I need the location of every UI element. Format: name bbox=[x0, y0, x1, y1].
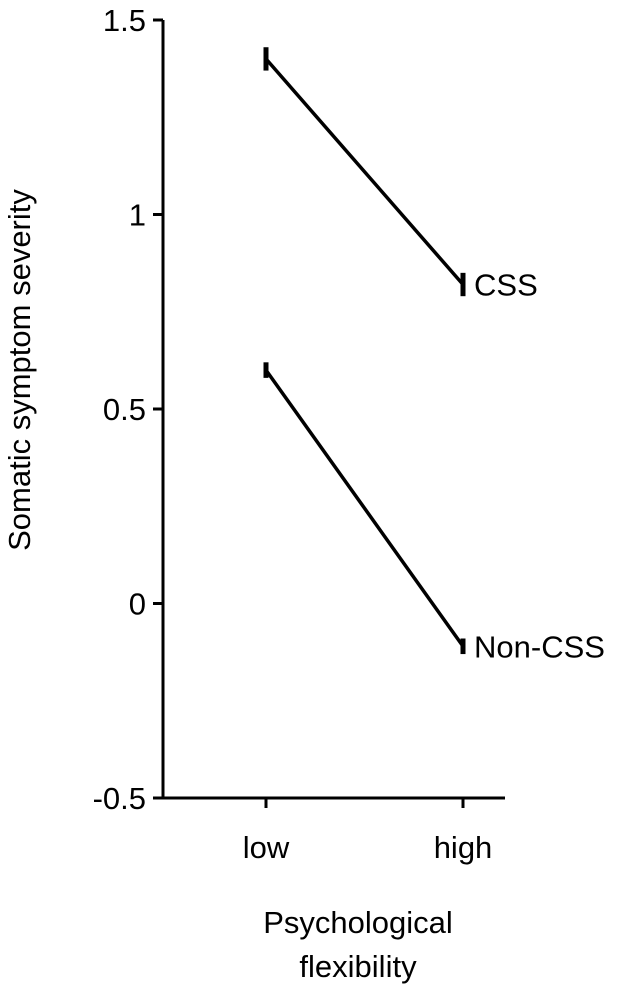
x-axis-label-line-1: Psychological bbox=[263, 905, 453, 940]
y-tick-label: 1 bbox=[129, 198, 146, 233]
x-tick-label: high bbox=[434, 830, 493, 865]
y-tick-label: 1.5 bbox=[103, 3, 146, 38]
series-label-non-css: Non-CSS bbox=[474, 629, 605, 664]
y-tick-label: -0.5 bbox=[93, 781, 146, 816]
series-label-css: CSS bbox=[474, 268, 538, 303]
y-axis-ticks: 1.5 1 0.5 0 -0.5 bbox=[93, 3, 163, 816]
y-tick-label: 0 bbox=[129, 587, 146, 622]
series-line-non-css bbox=[264, 369, 465, 648]
x-axis-ticks: low high bbox=[243, 798, 493, 865]
x-axis-label-line-2: flexibility bbox=[299, 949, 417, 984]
series-line-css bbox=[264, 57, 465, 286]
y-tick-label: 0.5 bbox=[103, 392, 146, 427]
y-axis-label: Somatic symptom severity bbox=[2, 189, 37, 551]
x-tick-label: low bbox=[243, 830, 290, 865]
series-marks: CSS Non-CSS bbox=[263, 47, 605, 664]
